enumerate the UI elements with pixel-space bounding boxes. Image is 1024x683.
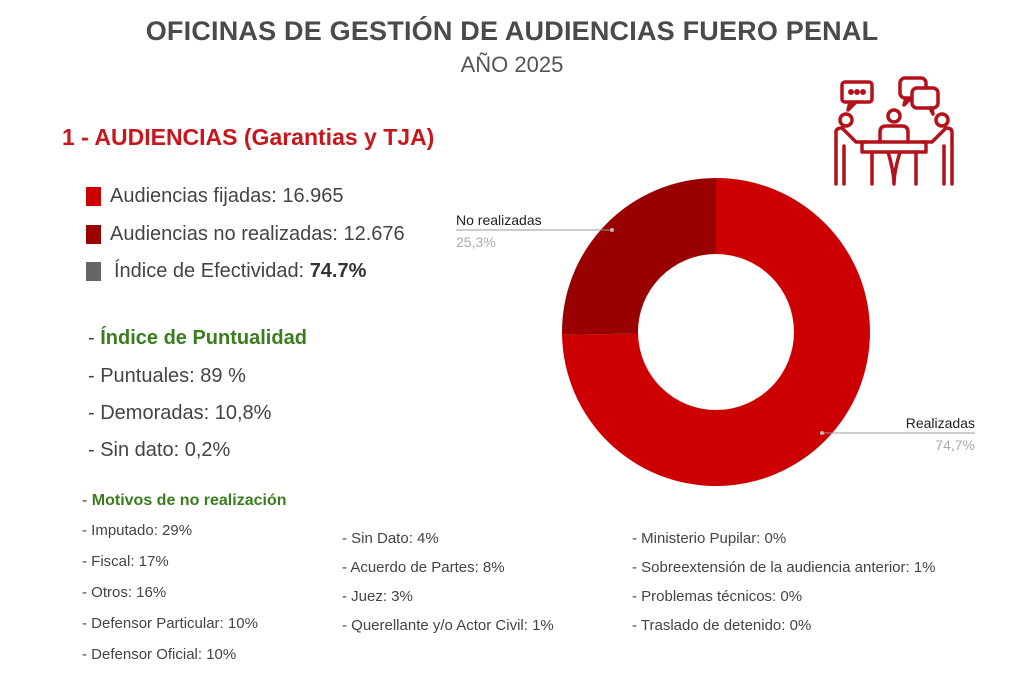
legend-item-efectividad: Índice de Efectividad: 74.7% [86,260,366,283]
page-title: OFICINAS DE GESTIÓN DE AUDIENCIAS FUERO … [145,16,879,46]
motivo-item: - Sin Dato: 4% [342,530,439,547]
legend-item-no-realizadas: Audiencias no realizadas: 12.676 [86,223,405,246]
donut-chart: No realizadas 25,3% Realizadas 74,7% [440,170,1000,495]
motivo-item: - Acuerdo de Partes: 8% [342,559,505,576]
legend-label: Índice de Efectividad: [114,260,310,282]
page-subtitle: AÑO 2025 [460,52,564,77]
motivos-heading: - Motivos de no realización [82,492,286,510]
puntualidad-item: - Demoradas: 10,8% [88,402,272,424]
legend-item-fijadas: Audiencias fijadas: 16.965 [86,185,344,208]
meeting-icon [832,76,956,191]
legend-swatch [86,262,101,281]
slice-value: 74,7% [935,437,975,453]
callout-dot [820,431,824,435]
efectividad-value: 74.7% [309,260,367,282]
motivo-item: - Defensor Oficial: 10% [82,646,237,663]
legend-label: Audiencias no realizadas: 12.676 [110,223,405,245]
motivo-item: - Defensor Particular: 10% [82,615,258,632]
motivo-item: - Fiscal: 17% [82,553,169,570]
dash: - [82,492,92,509]
legend-label: Audiencias fijadas: 16.965 [110,185,344,207]
puntualidad-title: Índice de Puntualidad [100,327,307,349]
motivo-item: - Otros: 16% [82,584,167,601]
motivo-item: - Problemas técnicos: 0% [632,588,803,605]
motivo-item: - Traslado de detenido: 0% [632,617,812,634]
donut-slice-realizadas [562,178,871,486]
donut-slice-no-realizadas [562,178,716,335]
motivo-item: - Sobreextensión de la audiencia anterio… [632,559,936,576]
slice-value: 25,3% [456,234,496,250]
slice-label: No realizadas [456,212,542,228]
puntualidad-heading: - Índice de Puntualidad [88,327,307,350]
puntualidad-item: - Sin dato: 0,2% [88,439,231,461]
motivo-item: - Juez: 3% [342,588,413,605]
legend-swatch [86,225,101,244]
slice-label: Realizadas [906,415,975,431]
motivos-title: Motivos de no realización [91,492,287,509]
motivo-item: - Querellante y/o Actor Civil: 1% [342,617,554,634]
section-title: 1 - AUDIENCIAS (Garantias y TJA) [62,124,435,150]
callout-dot [610,228,614,232]
motivo-item: - Ministerio Pupilar: 0% [632,530,787,547]
motivo-item: - Imputado: 29% [82,522,193,539]
dash: - [88,327,101,349]
legend-swatch [86,187,101,206]
puntualidad-item: - Puntuales: 89 % [88,365,246,387]
